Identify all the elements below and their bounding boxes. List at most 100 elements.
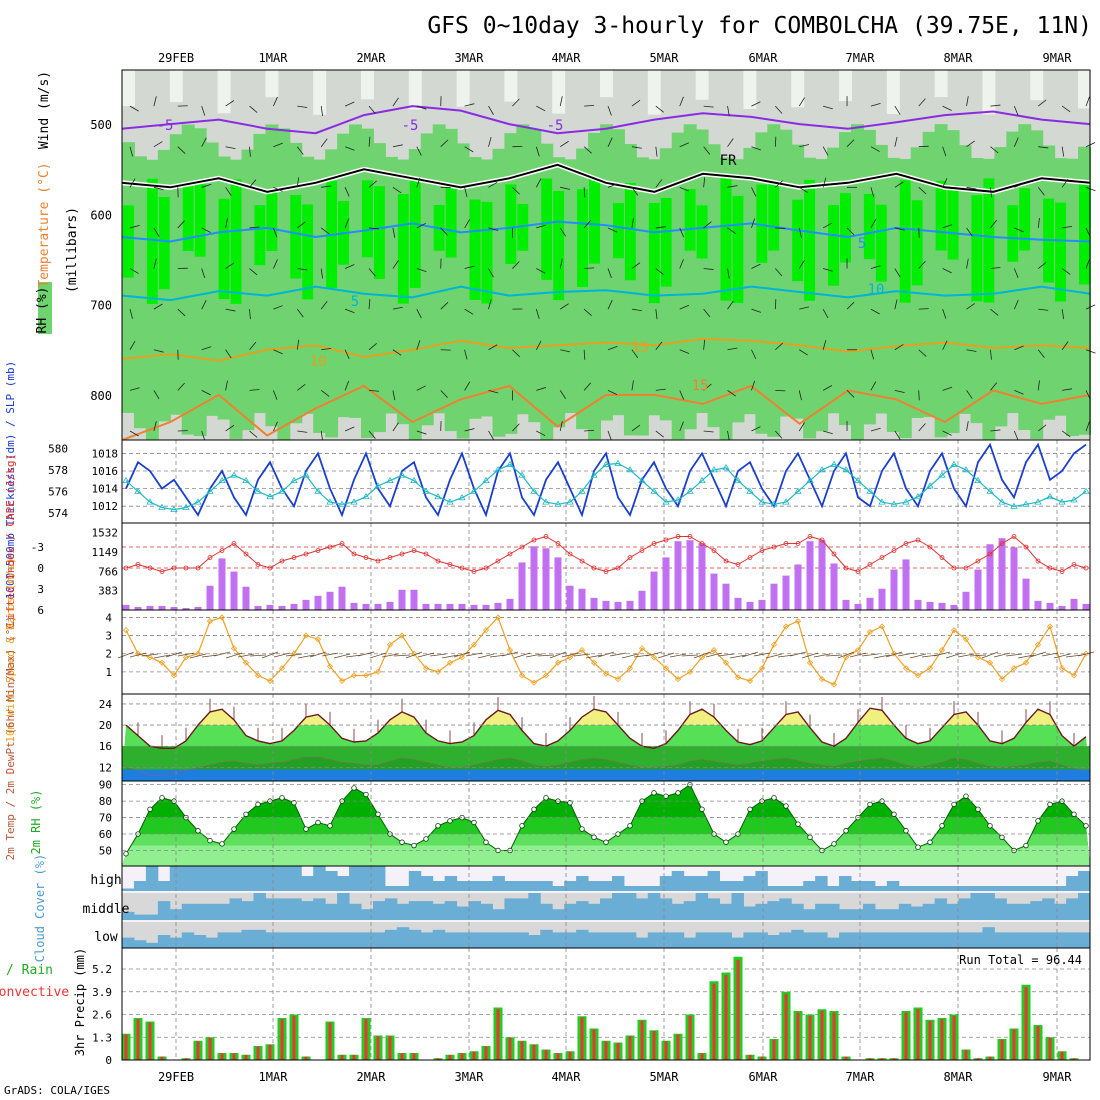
y-tick-left: 580 <box>48 442 68 455</box>
thickness-marker <box>914 492 922 500</box>
isotherm-line <box>121 337 1091 362</box>
thickness-marker <box>746 487 754 494</box>
precip-convective-bar <box>556 1053 560 1060</box>
lifted-index-point <box>207 555 213 560</box>
wind-barb <box>655 388 666 391</box>
thickness-marker <box>506 460 514 467</box>
rh-saturated-column <box>756 184 768 263</box>
precip-convective-bar <box>184 1058 188 1060</box>
rh-saturated-column <box>182 183 194 252</box>
precip-convective-bar <box>568 1051 572 1060</box>
wind-barb <box>942 309 947 319</box>
wind-barb <box>369 652 387 659</box>
precip-convective-bar <box>484 1046 488 1060</box>
wind-barb <box>535 146 540 157</box>
cape-bar <box>338 586 346 610</box>
wind-barb <box>942 105 952 111</box>
cape-bar <box>434 603 442 610</box>
wind-barb <box>703 221 712 229</box>
thickness-marker <box>674 496 682 503</box>
wind-barb <box>751 263 761 269</box>
lifted-index-point <box>555 541 561 546</box>
cloud-middle-bar <box>1030 901 1043 920</box>
rh-dry-column <box>647 70 661 115</box>
wind-barb <box>177 308 186 317</box>
wind-speed-point <box>1070 672 1078 679</box>
wind-speed-point <box>986 659 994 666</box>
cape-bar <box>530 546 538 610</box>
thickness-marker <box>134 487 142 494</box>
cloud-low-bar <box>253 929 266 948</box>
wind-barb <box>918 227 920 238</box>
rh-moist-column <box>994 147 1008 427</box>
wind-barb <box>1014 345 1024 351</box>
cloud-high-bar <box>623 886 637 891</box>
wind-speed-line <box>125 616 1087 686</box>
cloud-low-bar <box>683 937 697 948</box>
wind-barb <box>249 309 251 320</box>
wind-barb <box>1014 227 1024 233</box>
wind-barb <box>631 217 634 228</box>
wind-barb <box>693 651 711 659</box>
wind-barb <box>1014 389 1024 395</box>
thickness-marker <box>194 498 202 505</box>
cape-bar <box>122 604 130 610</box>
wind-barb <box>416 177 421 188</box>
rh-point <box>363 791 369 798</box>
wind-barb <box>703 339 706 350</box>
cloud-high-bar <box>683 876 697 891</box>
wind-barb <box>681 654 699 657</box>
wind-barb <box>727 268 730 279</box>
precip-convective-bar <box>400 1053 404 1060</box>
precip-convective-bar <box>676 1034 680 1060</box>
wind-barb <box>870 265 881 269</box>
thickness-marker <box>578 487 586 494</box>
rh-point <box>831 841 837 847</box>
cloud-high-bar <box>552 886 565 891</box>
cloud-high-bar <box>169 866 183 891</box>
thickness-marker <box>734 476 742 484</box>
cloud-low-bar <box>133 940 147 948</box>
precip-convective-bar <box>148 1022 152 1060</box>
wind-barb <box>225 425 235 432</box>
thickness-marker <box>818 466 826 473</box>
wind-barb <box>894 344 904 351</box>
thickness-marker <box>998 498 1006 505</box>
cloud-middle-bar <box>313 898 326 920</box>
wind-barb <box>966 186 977 190</box>
chart-title: GFS 0~10day 3-hourly for COMBOLCHA (39.7… <box>427 13 1092 39</box>
cloud-middle-bar <box>396 903 410 920</box>
wind-barb <box>1038 424 1047 432</box>
wind-barb <box>201 300 207 310</box>
cape-bar <box>554 557 562 610</box>
wind-barb <box>559 258 563 269</box>
wind-barb <box>655 179 663 188</box>
y-tick-left: 574 <box>48 507 68 520</box>
rh-moist-column <box>169 134 183 415</box>
cloud-low-bar <box>791 929 804 948</box>
cape-bar <box>386 601 394 610</box>
wind-barb <box>201 430 206 441</box>
cape-bar <box>458 603 466 610</box>
cloud-high-bar <box>528 881 541 891</box>
cloud-middle-bar <box>229 898 243 920</box>
wind-barb <box>368 389 380 392</box>
cloud-high-bar <box>707 871 721 891</box>
wind-barb <box>392 186 402 194</box>
cloud-middle-bar <box>839 909 852 920</box>
precip-convective-bar <box>532 1044 536 1060</box>
cape-bar <box>1046 602 1054 610</box>
lifted-index-point <box>819 537 825 543</box>
cape-bar <box>890 569 898 610</box>
cloud-high-bar <box>133 881 147 891</box>
rh-saturated-column <box>266 192 278 252</box>
wind-speed-point <box>794 618 802 625</box>
wind-barb <box>429 653 447 657</box>
isotherm-line <box>121 285 1091 302</box>
wind-barb <box>464 308 474 315</box>
precip-convective-bar <box>496 1009 500 1060</box>
cloud-low-bar <box>193 935 207 948</box>
series-line-slp <box>125 442 1087 518</box>
wind-speed-point <box>746 677 754 684</box>
lifted-index-point <box>411 548 417 553</box>
